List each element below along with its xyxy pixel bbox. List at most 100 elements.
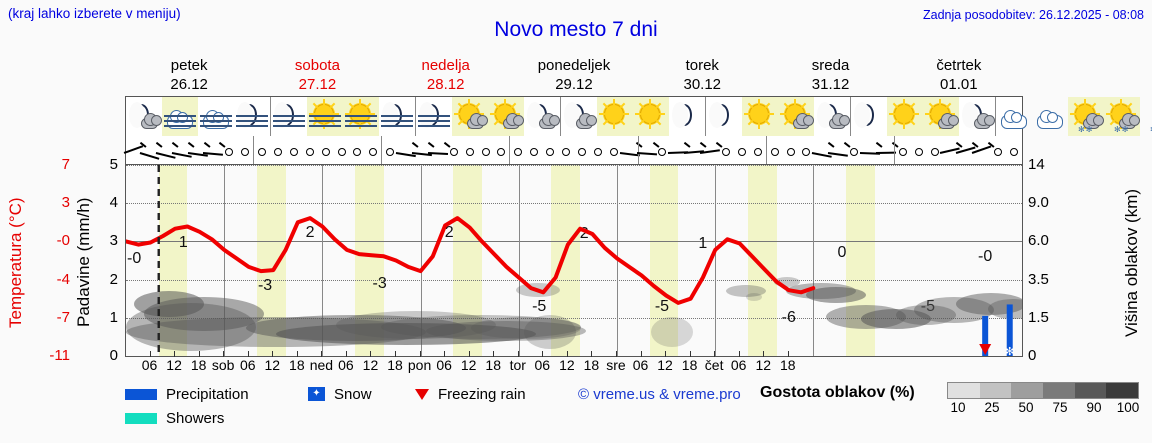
cloud-height-tick-1: 9.0 [1028,194,1049,212]
temperature-value-label: -0 [978,248,993,266]
location-menu-hint[interactable]: (kraj lahko izberete v meniju) [8,6,181,21]
cloud-height-tick-0: 14 [1028,156,1045,173]
gridline-day-separator [715,165,717,356]
wind-cell [875,136,899,164]
temperature-tick-3: -4 [56,270,70,288]
wind-cell [478,136,494,164]
day-date: 26.12 [170,76,208,93]
icon-cell-6-3: ✻✻ [1104,97,1140,136]
cloud-icon [793,112,814,129]
time-label-22: 18 [681,357,698,373]
time-label-17: 12 [559,357,575,373]
gridline-day-separator [813,165,815,356]
icon-cell-5-1 [887,97,923,136]
wind-cell [895,136,911,164]
time-tick [247,351,249,357]
cloud-icon [503,112,524,129]
time-label-24: 06 [730,357,747,373]
cloud-height-tick-3: 3.5 [1028,270,1049,288]
meteogram-plot: -0 1 -3 2 -3 2 -5 2 -5 1 -6 0 -5 -0 ✻ [125,164,1023,357]
wind-cell [526,136,542,164]
wind-day-6 [893,136,1022,164]
day-name: nedelja [421,57,470,74]
day-header-0: petek 26.12 [125,56,253,94]
weather-icon-sun-cloud [778,98,814,133]
icon-cell-3-3 [669,97,705,136]
temperature-value-label: -5 [654,298,670,316]
showers-swatch [125,412,157,424]
fog-bar-icon [309,119,341,122]
icon-day-3 [560,97,705,136]
icon-cell-1-3 [379,97,415,136]
fog-bar-icon [418,114,450,117]
legend-label-showers: Showers [166,409,225,427]
icon-cell-0-0 [126,97,162,136]
fog-bar-icon [345,114,377,117]
temperature-value-label: -3 [372,274,387,292]
time-tick [345,351,347,357]
weather-icon-sun-cloud [452,98,488,133]
sun-icon [309,98,339,129]
fog-bar-icon [345,124,377,127]
icon-cell-2-0 [416,97,452,136]
calm-wind-icon [930,148,939,156]
wind-cell [590,136,606,164]
daylight-band [747,165,777,356]
fog-bar-icon [200,124,232,127]
wind-barb-strip [123,136,1023,164]
precipitation-tick-1: 4 [109,194,118,212]
wind-cell [462,136,478,164]
fog-bar-icon [236,114,268,117]
weather-icon-strip: ✻✻ ✻✻ ✻✻ [125,96,1152,136]
wind-cell [734,136,750,164]
weather-icon-sun-cloud [488,98,524,133]
icon-cell-4-3 [814,97,850,136]
temperature-value-label: -3 [257,277,273,295]
weather-icon-sun-fog [307,98,343,133]
fog-bar-icon [418,124,450,127]
cloud-scale-label-1: 25 [984,400,1000,415]
weather-icon-sun-fog [343,98,379,133]
temperature-tick-0: 7 [61,156,70,173]
temperature-value-label: 2 [579,225,589,243]
calm-wind-icon [497,148,506,156]
wind-cell [1006,136,1022,164]
time-tick [615,351,617,357]
moon-icon [854,101,874,128]
wind-cell [286,136,302,164]
time-label-15: tor [509,357,526,373]
wind-cell [427,136,451,164]
calm-wind-icon [1010,148,1019,156]
temperature-tick-4: -7 [56,308,70,326]
wind-cell [254,136,270,164]
calm-wind-icon [850,148,859,156]
wind-cell [270,136,286,164]
calm-wind-icon [481,148,490,156]
day-header-4: torek 30.12 [638,56,766,94]
copyright-link[interactable]: © vreme.us & vreme.pro [578,386,741,403]
day-name: torek [685,57,719,74]
fog-bar-icon [381,119,413,122]
time-tick [763,351,765,357]
wind-cell [971,136,995,164]
day-name: sobota [294,57,340,74]
cloud-icon [1119,112,1140,129]
weather-icon-cloud-fog [198,101,234,133]
precipitation-swatch [125,388,157,400]
fog-bar-icon [200,114,232,117]
wind-cell [654,136,670,164]
time-label-23: čet [704,357,724,373]
wind-day-3 [509,136,643,164]
cloud-icon [829,112,850,129]
time-tick [468,351,470,357]
wind-cell [542,136,558,164]
cloud-scale-step-1 [979,383,1012,398]
sun-icon [599,98,629,129]
cloud-icon [467,112,488,129]
temperature-axis-title: Temperatura (°C) [6,197,25,328]
icon-cell-3-1 [597,97,633,136]
fog-bar-icon [309,124,341,127]
time-label-8: 06 [338,357,354,373]
weather-icon-moon-cloud [959,101,995,133]
wind-day-1 [253,136,381,164]
